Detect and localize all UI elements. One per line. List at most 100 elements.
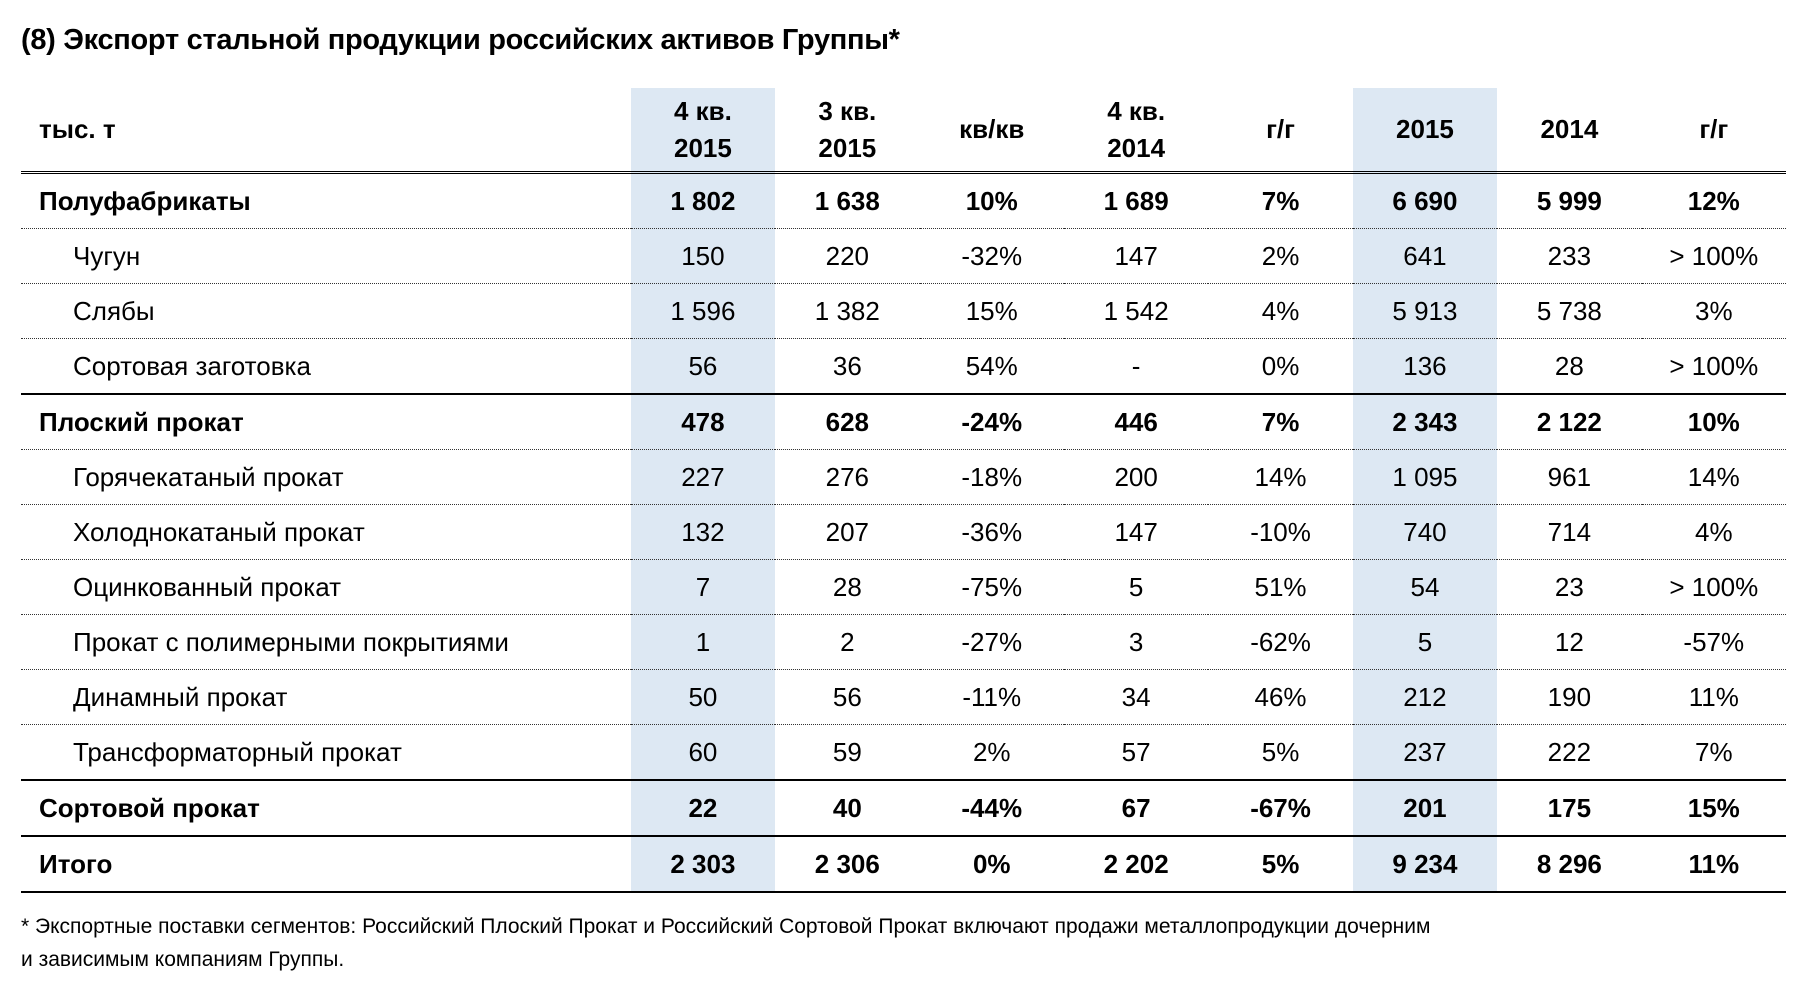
row-label: Холоднокатаный прокат — [73, 516, 365, 547]
table-cell: 1 382 — [814, 295, 880, 326]
table-cell: 200 — [1114, 461, 1158, 492]
table-cell: 14% — [1687, 461, 1740, 492]
footnote-line-2: и зависимым компаниям Группы. — [21, 948, 345, 971]
table-cell: 4% — [1261, 295, 1300, 326]
row-label: Динамный прокат — [73, 681, 288, 712]
table-cell: 0% — [972, 848, 1011, 879]
table-cell: 227 — [630, 449, 776, 505]
table-cell: 5 999 — [1536, 185, 1602, 216]
table-row: Холоднокатаный прокат 132 207 -36% 147 -10% 74… — [21, 504, 1786, 560]
table-cell: -11% — [962, 681, 1022, 712]
column-header: кв/кв — [920, 88, 1064, 173]
table-cell: 7% — [1261, 185, 1300, 216]
row-label: Оцинкованный прокат — [73, 571, 341, 602]
row-label: Чугун — [73, 240, 141, 271]
table-cell: -57% — [1683, 626, 1745, 657]
table-cell: 56 — [832, 681, 862, 712]
row-label: Итого — [39, 848, 113, 879]
table-cell: -24% — [961, 406, 1023, 437]
table-cell: 6 690 — [1352, 172, 1498, 229]
table-row-total: Плоский прокат 478 628 -24% 446 7% 2 343 2 122 1… — [21, 394, 1786, 450]
table-cell: 136 — [1352, 338, 1498, 394]
table-cell: 15% — [1687, 792, 1740, 823]
table-row: Прокат с полимерными покрытиями 1 2 -27% 3 -6… — [21, 614, 1786, 670]
table-cell: - — [1131, 350, 1141, 381]
table-cell: -75% — [961, 571, 1023, 602]
footnote-line-1: * Экспортные поставки сегментов: Российс… — [21, 915, 1431, 938]
table-cell: 2 303 — [630, 836, 776, 892]
table-cell: 54% — [965, 350, 1018, 381]
header-line-1: г/г — [1699, 114, 1729, 144]
table-cell: 1 542 — [1103, 295, 1169, 326]
column-header: г/г — [1208, 88, 1352, 173]
table-cell: 7 — [630, 559, 776, 615]
table-cell: 5 — [1128, 571, 1144, 602]
header-line-2: 2014 — [1107, 132, 1166, 163]
table-cell: 50 — [630, 669, 776, 725]
table-cell: 233 — [1547, 240, 1592, 271]
table-cell: 2 122 — [1536, 406, 1602, 437]
table-cell: 10% — [1687, 406, 1740, 437]
row-label: Слябы — [73, 295, 155, 326]
header-unit: тыс. т — [21, 88, 631, 173]
table-cell: 15% — [965, 295, 1018, 326]
table-cell: 59 — [832, 736, 862, 767]
table-row: Горячекатаный прокат 227 276 -18% 200 14% 1 09… — [21, 449, 1786, 505]
table-cell: 628 — [825, 406, 870, 437]
table-cell: -10% — [1250, 516, 1311, 547]
header-line-1: г/г — [1266, 114, 1295, 144]
table-row: Трансформаторный прокат 60 59 2% 57 5% 237 222 7… — [21, 724, 1786, 780]
header-line-2: 2015 — [818, 132, 877, 163]
table-cell: 46% — [1254, 681, 1307, 712]
table-cell: > 100% — [1669, 571, 1759, 602]
table-row: Динамный прокат 50 56 -11% 34 46% 212 190 11% — [21, 669, 1786, 725]
table-cell: 1 596 — [630, 283, 776, 339]
table-row-total: Сортовой прокат 22 40 -44% 67 -67% 201 175 15% — [21, 780, 1786, 836]
table-cell: 5 — [1352, 614, 1498, 670]
table-row: Сортовая заготовка 56 36 54% - 0% 136 28 > 100% — [21, 338, 1786, 394]
table-cell: -18% — [961, 461, 1023, 492]
table-cell: 2 306 — [814, 848, 880, 879]
table-cell: -62% — [1250, 626, 1311, 657]
table-cell: > 100% — [1669, 240, 1759, 271]
table-cell: 10% — [965, 185, 1018, 216]
table-cell: -36% — [961, 516, 1023, 547]
table-cell: 2 — [840, 626, 855, 657]
table-cell: 478 — [630, 394, 776, 450]
table-cell: 11% — [1688, 681, 1739, 712]
table-cell: 2 202 — [1103, 848, 1169, 879]
table-cell: 237 — [1352, 724, 1498, 780]
table-cell: 11% — [1688, 848, 1740, 879]
table-cell: 28 — [832, 571, 862, 602]
table-cell: -27% — [961, 626, 1023, 657]
header-line-2: 2015 — [674, 132, 732, 163]
header-line-1: 4 кв. — [673, 95, 732, 126]
row-label: Полуфабрикаты — [39, 185, 251, 216]
table-cell: 220 — [825, 240, 870, 271]
row-label: Трансформаторный прокат — [73, 736, 402, 767]
table-cell: 12 — [1554, 626, 1584, 657]
table-cell: 2% — [972, 736, 1011, 767]
table-cell: -67% — [1250, 792, 1311, 823]
table-cell: 3% — [1694, 295, 1733, 326]
column-header: 4 кв. 2015 — [630, 88, 776, 173]
table-cell: 9 234 — [1352, 836, 1498, 892]
table-cell: -32% — [961, 240, 1023, 271]
table-cell: 212 — [1352, 669, 1498, 725]
table-cell: 51% — [1254, 571, 1307, 602]
table-cell: 22 — [630, 780, 776, 836]
table-cell: 276 — [825, 461, 870, 492]
table-cell: 57 — [1121, 736, 1151, 767]
row-label: Прокат с полимерными покрытиями — [73, 626, 509, 657]
header-line-1: 2014 — [1540, 114, 1599, 144]
table-row-total: Итого 2 303 2 306 0% 2 202 5% 9 234 8 296 11% — [21, 836, 1786, 892]
table-cell: 222 — [1547, 736, 1592, 767]
table-cell: 40 — [832, 792, 862, 823]
table-cell: 132 — [630, 504, 776, 560]
table-cell: 147 — [1114, 240, 1158, 271]
table-cell: 4% — [1694, 516, 1733, 547]
column-header: 2014 — [1497, 88, 1641, 173]
table-cell: 23 — [1554, 571, 1584, 602]
table-cell: 175 — [1547, 792, 1592, 823]
